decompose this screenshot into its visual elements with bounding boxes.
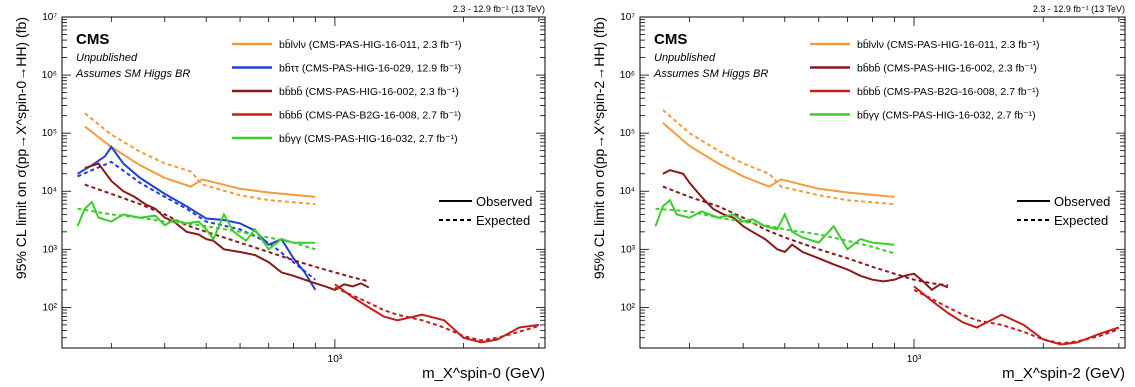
series-observed-line	[654, 198, 895, 251]
plot-frame	[61, 16, 546, 349]
legend-label: bb̄lνlν (CMS-PAS-HIG-16-011, 2.3 fb⁻¹)	[857, 38, 1040, 51]
unpublished-label: Unpublished	[76, 52, 138, 64]
unpublished-label: Unpublished	[654, 52, 716, 64]
y-tick-label: 10³	[43, 244, 58, 255]
lumi-header: 2.3 - 12.9 fb⁻¹ (13 TeV)	[453, 4, 545, 14]
cms-label: CMS	[654, 31, 687, 48]
y-tick-label: 10⁶	[620, 70, 635, 81]
series-observed-line	[334, 283, 540, 344]
y-tick-label: 10²	[43, 302, 58, 313]
series-observed-line	[662, 169, 949, 292]
series-observed-line	[76, 200, 316, 251]
y-tick-label: 10⁴	[620, 186, 635, 197]
y-axis-title: 95% CL limit on σ(pp→X^spin-2→HH) (fb)	[591, 17, 607, 279]
series-expected-line	[662, 109, 895, 206]
y-tick-label: 10⁶	[42, 70, 57, 81]
expected-label: Expected	[476, 213, 530, 228]
legend-label: bb̄γγ (CMS-PAS-HIG-16-032, 2.7 fb⁻¹)	[857, 109, 1036, 122]
y-tick-label: 10⁷	[620, 12, 635, 23]
x-axis-title: m_X^spin-0 (GeV)	[422, 365, 545, 382]
y-axis-title: 95% CL limit on σ(pp→X^spin-0→HH) (fb)	[13, 17, 29, 279]
legend-label: bb̄lνlν (CMS-PAS-HIG-16-011, 2.3 fb⁻¹)	[279, 38, 462, 51]
assumes-label: Assumes SM Higgs BR	[75, 68, 190, 80]
y-tick-label: 10⁴	[42, 186, 57, 197]
legend-label: bb̄bb̄ (CMS-PAS-B2G-16-008, 2.7 fb⁻¹)	[279, 109, 461, 122]
y-tick-label: 10⁷	[42, 12, 57, 23]
x-tick-label: 10³	[907, 354, 922, 365]
legend-label: bb̄bb̄ (CMS-PAS-B2G-16-008, 2.7 fb⁻¹)	[857, 85, 1039, 98]
legend-label: bb̄ττ (CMS-PAS-HIG-16-029, 12.9 fb⁻¹)	[279, 62, 461, 75]
observed-label: Observed	[476, 194, 532, 209]
x-axis-title: m_X^spin-2 (GeV)	[1002, 365, 1125, 382]
y-tick-label: 10⁵	[620, 128, 635, 139]
data-area	[654, 109, 1120, 346]
legend-label: bb̄bb̄ (CMS-PAS-HIG-16-002, 2.3 fb⁻¹)	[857, 62, 1037, 75]
series-observed-line	[84, 162, 370, 292]
series-expected-line	[662, 185, 949, 287]
series-observed-line	[913, 285, 1120, 346]
y-tick-label: 10⁵	[42, 128, 57, 139]
plot-frame	[639, 16, 1126, 349]
legend-label: bb̄bb̄ (CMS-PAS-HIG-16-002, 2.3 fb⁻¹)	[279, 85, 459, 98]
series-expected-line	[84, 112, 316, 206]
y-tick-label: 10²	[621, 302, 636, 313]
series-observed-line	[84, 125, 316, 198]
chart-panel-1: 2.3 - 12.9 fb⁻¹ (13 TeV) 10² 10³ 10⁴ 10⁵ 10⁶ 1…	[13, 4, 546, 382]
series-expected-line	[913, 289, 1120, 345]
x-tick-label: 10³	[328, 354, 343, 365]
series-expected-line	[77, 160, 316, 281]
series-expected-line	[655, 207, 895, 255]
cms-label: CMS	[76, 31, 109, 48]
series-expected-line	[84, 183, 370, 283]
expected-label: Expected	[1054, 213, 1108, 228]
assumes-label: Assumes SM Higgs BR	[653, 68, 768, 80]
lumi-header: 2.3 - 12.9 fb⁻¹ (13 TeV)	[1033, 4, 1125, 14]
observed-label: Observed	[1054, 194, 1110, 209]
data-area	[76, 112, 540, 344]
legend-label: bb̄γγ (CMS-PAS-HIG-16-032, 2.7 fb⁻¹)	[279, 132, 458, 145]
y-tick-label: 10³	[621, 244, 636, 255]
series-observed-line	[662, 122, 895, 198]
chart-panel-2: 2.3 - 12.9 fb⁻¹ (13 TeV) 10² 10³ 10⁴ 10⁵ 10⁶ 1…	[591, 4, 1126, 382]
series-observed-line	[76, 145, 317, 291]
